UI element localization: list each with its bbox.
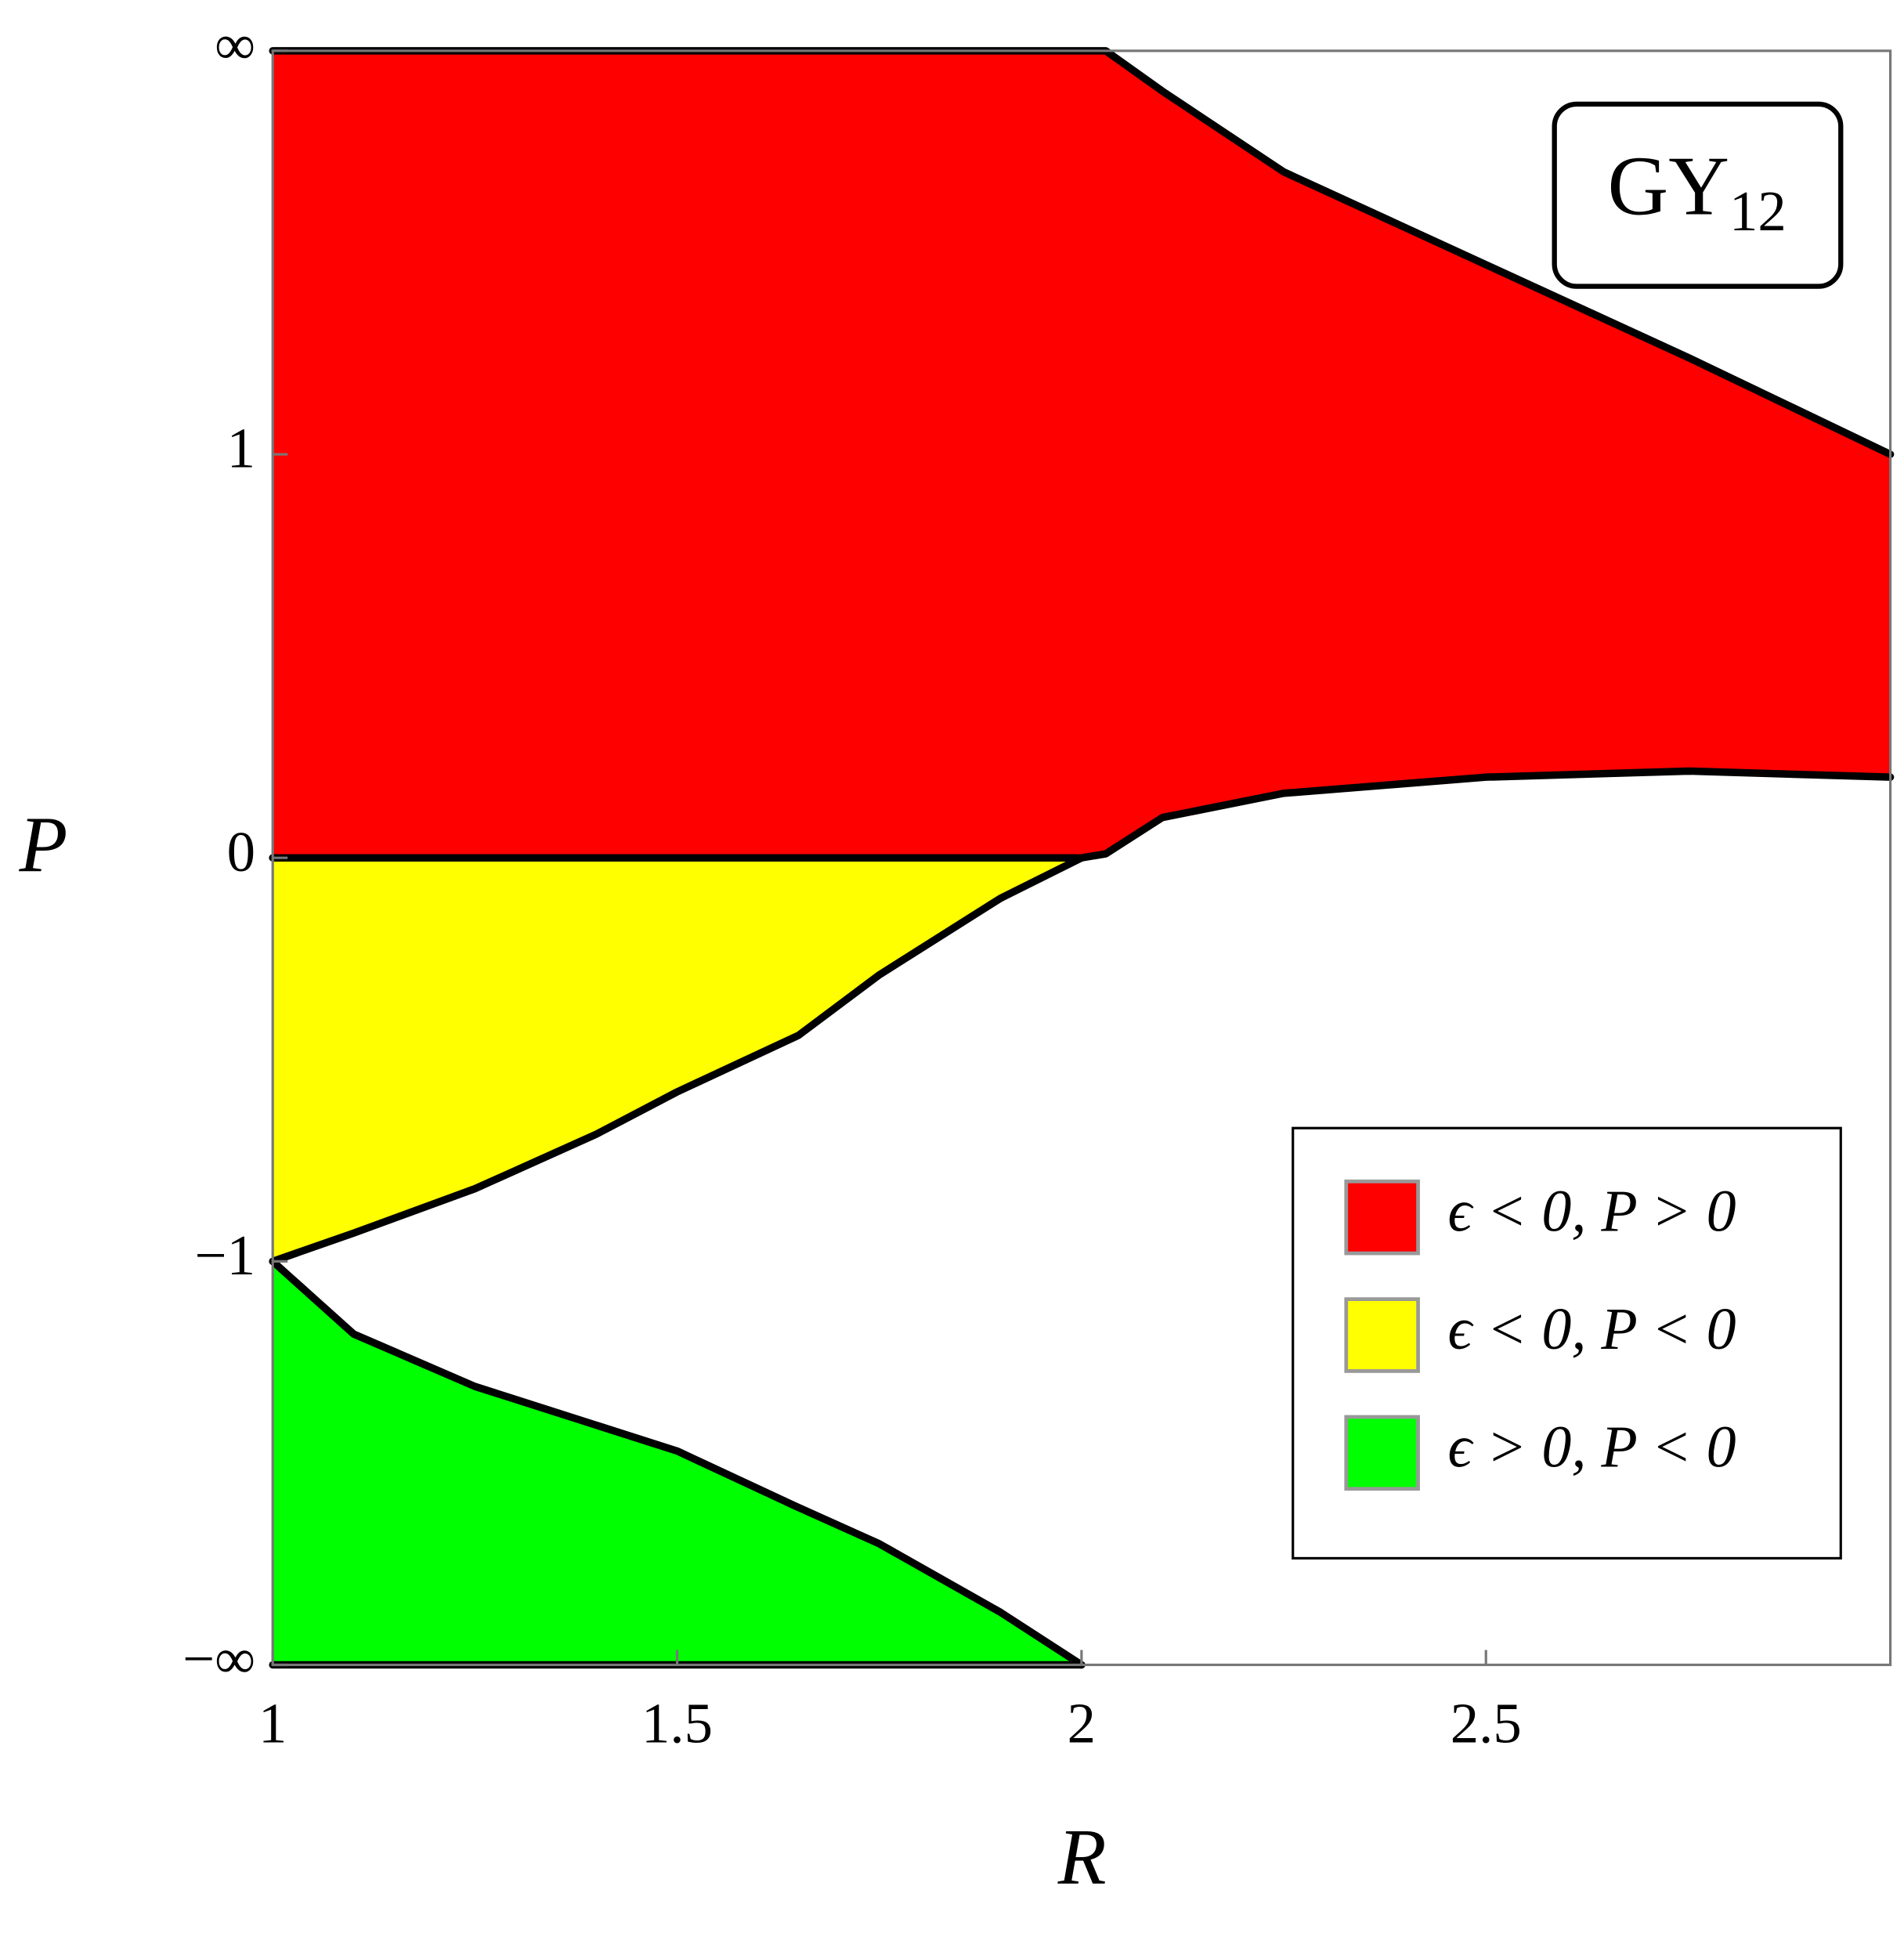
region-boundary: [269, 1257, 1086, 1669]
y-tick-label: −1: [195, 1223, 255, 1287]
legend-swatch: [1344, 1179, 1420, 1256]
annotation-text: GY: [1608, 139, 1729, 233]
region: [273, 858, 1082, 1262]
region-boundary: [269, 854, 1086, 1266]
annotation-box: [1552, 101, 1844, 289]
y-tick-label: ∞: [215, 13, 255, 77]
x-tick-label: 1: [258, 1692, 287, 1755]
y-axis-label: P: [18, 801, 67, 888]
legend-swatch: [1344, 1415, 1420, 1491]
region: [273, 1261, 1082, 1665]
region-boundary: [269, 767, 1895, 862]
legend-label: ϵ < 0, P > 0: [1448, 1179, 1736, 1245]
x-axis-label: R: [1057, 1813, 1107, 1901]
region: [273, 50, 1891, 858]
annotation: GY12: [1608, 139, 1787, 242]
y-tick-label: −∞: [182, 1627, 255, 1690]
y-tick-label: 0: [227, 820, 255, 884]
annotation-subscript: 12: [1729, 179, 1787, 243]
x-tick-label: 1.5: [641, 1692, 713, 1755]
x-tick-label: 2: [1068, 1692, 1096, 1755]
legend-label: ϵ > 0, P < 0: [1448, 1414, 1736, 1480]
legend-swatch: [1344, 1297, 1420, 1373]
legend-label: ϵ < 0, P < 0: [1448, 1296, 1736, 1362]
x-tick-label: 2.5: [1451, 1692, 1522, 1755]
y-tick-label: 1: [227, 417, 255, 480]
